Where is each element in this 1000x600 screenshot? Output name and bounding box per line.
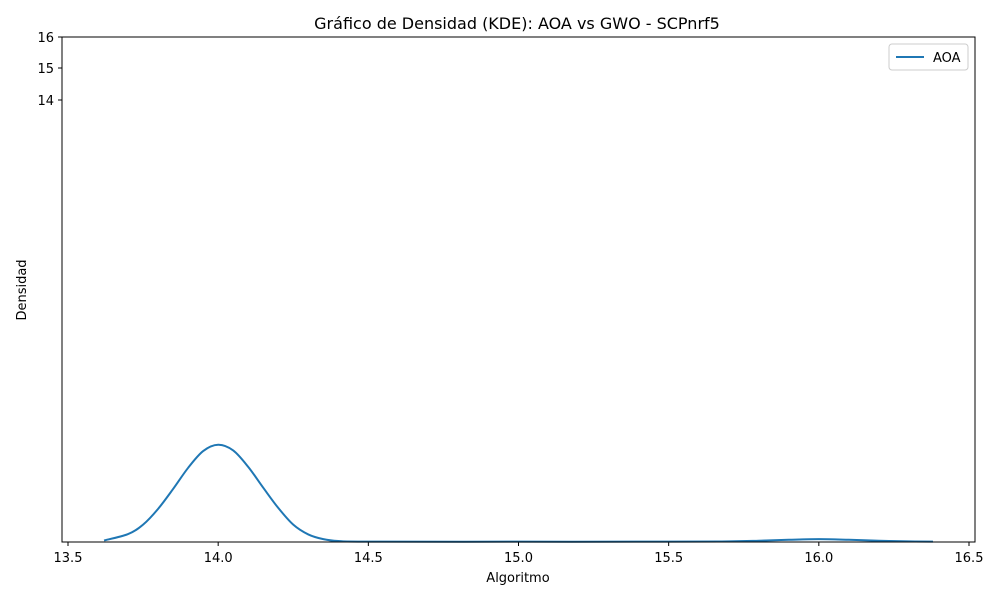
x-axis-ticks: 13.5 14.0 14.5 15.0 15.5 16.0 16.5	[54, 542, 984, 566]
y-tick-label: 14	[37, 94, 54, 109]
x-tick-label: 14.5	[354, 551, 383, 566]
plot-frame	[61, 36, 976, 543]
x-tick-label: 15.0	[504, 551, 533, 566]
x-tick-label: 16.5	[955, 551, 984, 566]
y-tick-label: 16	[37, 31, 54, 46]
series-layer	[103, 443, 933, 543]
x-tick-label: 13.5	[54, 551, 83, 566]
y-tick-label: 15	[37, 62, 54, 77]
y-axis-label: Densidad	[15, 259, 30, 320]
chart-title: Gráfico de Densidad (KDE): AOA vs GWO - …	[314, 14, 720, 33]
legend-label-aoa: AOA	[933, 51, 961, 66]
y-axis-ticks: 14 15 16	[37, 31, 62, 109]
x-tick-label: 15.5	[654, 551, 683, 566]
legend: AOA	[888, 43, 969, 71]
legend-box	[888, 43, 969, 71]
x-tick-label: 14.0	[204, 551, 233, 566]
x-axis-label: Algoritmo	[486, 571, 549, 586]
x-tick-label: 16.0	[804, 551, 833, 566]
kde-line-aoa	[103, 443, 933, 543]
